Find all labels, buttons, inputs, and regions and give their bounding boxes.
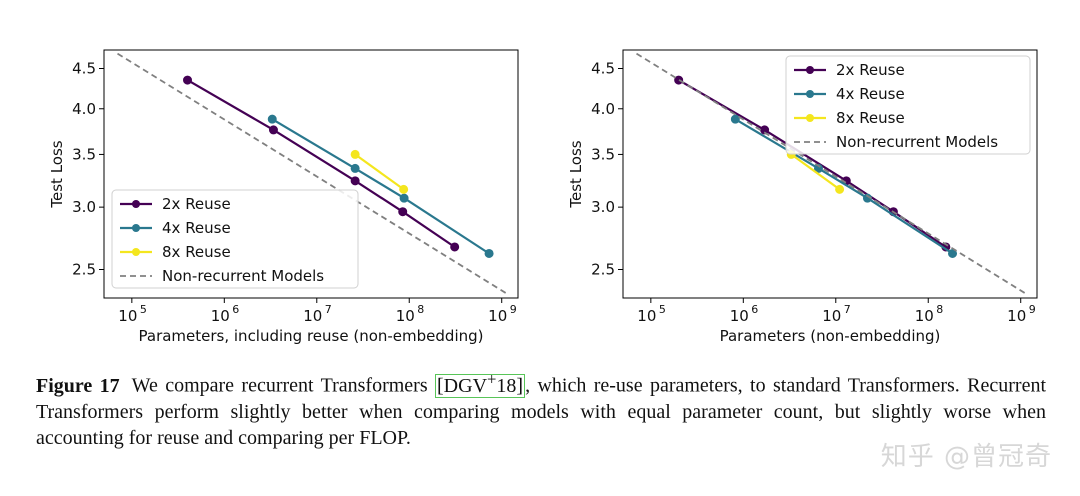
y-tick-label: 4.0 bbox=[591, 100, 615, 118]
y-tick-label: 3.0 bbox=[591, 198, 615, 216]
legend: 2x Reuse 4x Reuse 8x Reuse Non-recurrent Mo… bbox=[111, 189, 359, 289]
x-tick-label: 10 bbox=[211, 307, 230, 325]
x-tick-label: 10 bbox=[915, 307, 934, 325]
x-tick-label: 10 bbox=[822, 307, 841, 325]
x-tick-exponent: 8 bbox=[417, 303, 424, 316]
x-tick-exponent: 6 bbox=[232, 303, 239, 316]
x-tick-label: 10 bbox=[1007, 307, 1026, 325]
y-tick-label: 3.5 bbox=[72, 145, 96, 163]
plot-frame bbox=[622, 49, 1038, 299]
x-tick-label: 10 bbox=[118, 307, 137, 325]
legend-marker-2 bbox=[806, 90, 814, 98]
x-axis-label: Parameters (non-embedding) bbox=[720, 327, 941, 345]
caption-text-before: We compare recurrent Transformers bbox=[131, 374, 436, 397]
series-line-2 bbox=[271, 118, 490, 255]
caption-text-after: , which re-use parameters, to standard T… bbox=[36, 374, 1046, 449]
legend-marker-2 bbox=[132, 224, 140, 232]
series-point-1 bbox=[268, 125, 278, 135]
series-point-1 bbox=[674, 75, 684, 85]
y-tick-label: 2.5 bbox=[591, 260, 615, 278]
series-point-3 bbox=[350, 149, 360, 159]
x-tick-exponent: 7 bbox=[325, 303, 332, 316]
watermark: 知乎 @曾冠奇 bbox=[880, 442, 1052, 472]
series-point-2 bbox=[399, 193, 409, 203]
legend-label-1: 2x Reuse bbox=[162, 195, 231, 213]
x-tick-label: 10 bbox=[488, 307, 507, 325]
citation-link[interactable]: [DGV+18] bbox=[435, 369, 526, 398]
x-tick-label: 10 bbox=[303, 307, 322, 325]
y-tick-label: 4.5 bbox=[72, 59, 96, 77]
x-axis-label: Parameters, including reuse (non-embeddi… bbox=[139, 327, 484, 345]
legend-label-3: 8x Reuse bbox=[162, 243, 231, 261]
series-point-1 bbox=[398, 207, 408, 217]
y-tick-label: 3.0 bbox=[72, 198, 96, 216]
legend-box bbox=[785, 55, 1031, 155]
series-point-3 bbox=[835, 184, 845, 194]
x-tick-exponent: 7 bbox=[844, 303, 851, 316]
series-point-2 bbox=[267, 114, 277, 124]
series-point-2 bbox=[484, 248, 494, 258]
y-tick-label: 4.5 bbox=[591, 59, 615, 77]
legend-marker-3 bbox=[806, 114, 814, 122]
x-tick-label: 10 bbox=[637, 307, 656, 325]
plot-frame bbox=[103, 49, 519, 299]
series-line-4 bbox=[117, 52, 510, 296]
figure-caption: Figure 17 We compare recurrent Transforme… bbox=[36, 366, 1046, 451]
x-tick-exponent: 5 bbox=[140, 303, 147, 316]
x-tick-exponent: 6 bbox=[751, 303, 758, 316]
citation-sup: + bbox=[487, 369, 497, 388]
y-axis-label: Test Loss bbox=[48, 140, 66, 208]
series-point-1 bbox=[350, 176, 360, 186]
y-tick-label: 3.5 bbox=[591, 145, 615, 163]
citation-text: [DGV bbox=[437, 374, 488, 397]
y-tick-label: 4.0 bbox=[72, 100, 96, 118]
series-line-3 bbox=[790, 153, 841, 191]
series-line-2 bbox=[734, 118, 954, 255]
y-tick-label: 2.5 bbox=[72, 260, 96, 278]
figure-label: Figure 17 bbox=[36, 374, 120, 397]
x-tick-label: 10 bbox=[396, 307, 415, 325]
series-point-2 bbox=[350, 163, 360, 173]
x-tick-label: 10 bbox=[730, 307, 749, 325]
legend: 2x Reuse 4x Reuse 8x Reuse Non-recurrent Mo… bbox=[785, 55, 1031, 155]
legend-label-4: Non-recurrent Models bbox=[162, 267, 324, 285]
x-tick-exponent: 9 bbox=[1029, 303, 1036, 316]
legend-label-2: 4x Reuse bbox=[836, 85, 905, 103]
figure-charts: 10 5 10 6 10 7 10 8 10 92.53.03.54.04.5Parameters… bbox=[48, 49, 1038, 345]
chart-panel-1: 10 5 10 6 10 7 10 8 10 92.53.03.54.04.5Parameters… bbox=[48, 49, 519, 345]
legend-marker-3 bbox=[132, 248, 140, 256]
series-line-4 bbox=[636, 52, 1029, 296]
y-axis-label: Test Loss bbox=[567, 140, 585, 208]
legend-marker-1 bbox=[806, 66, 814, 74]
series-point-1 bbox=[450, 242, 460, 252]
x-tick-exponent: 5 bbox=[659, 303, 666, 316]
citation-end: 18] bbox=[496, 374, 524, 397]
legend-label-4: Non-recurrent Models bbox=[836, 133, 998, 151]
series-point-2 bbox=[730, 114, 740, 124]
legend-label-3: 8x Reuse bbox=[836, 109, 905, 127]
x-tick-exponent: 9 bbox=[510, 303, 517, 316]
series-line-3 bbox=[354, 153, 405, 191]
legend-box bbox=[111, 189, 359, 289]
legend-label-2: 4x Reuse bbox=[162, 219, 231, 237]
legend-marker-1 bbox=[132, 200, 140, 208]
x-tick-exponent: 8 bbox=[936, 303, 943, 316]
legend-label-1: 2x Reuse bbox=[836, 61, 905, 79]
series-point-3 bbox=[399, 184, 409, 194]
series-point-1 bbox=[183, 75, 193, 85]
chart-panel-2: 10 5 10 6 10 7 10 8 10 92.53.03.54.04.5Parameters… bbox=[567, 49, 1038, 345]
